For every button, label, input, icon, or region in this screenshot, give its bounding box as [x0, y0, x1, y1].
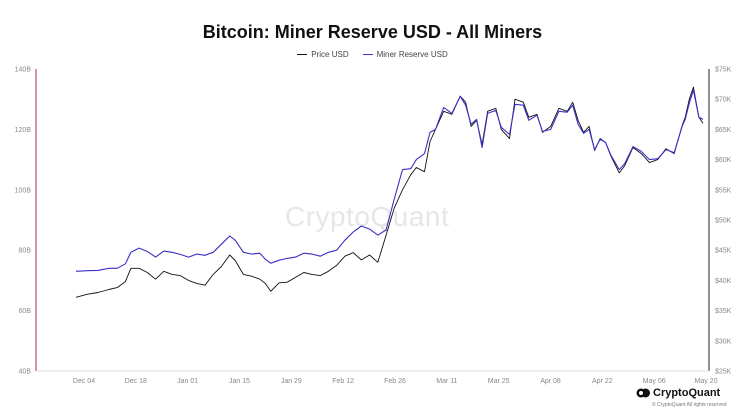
chart-legend: Price USD Miner Reserve USD — [0, 50, 745, 59]
chart-title: Bitcoin: Miner Reserve USD - All Miners — [202, 22, 543, 42]
right-axis-tick-label: $55K — [715, 187, 732, 194]
x-axis-tick-label: Jan 01 — [177, 378, 198, 385]
cryptoquant-logo-icon — [636, 388, 650, 398]
legend-swatch-price — [297, 54, 308, 55]
right-axis-tick-label: $70K — [715, 97, 732, 104]
price-usd-line — [75, 86, 704, 298]
x-axis-tick-label: Mar 25 — [488, 378, 510, 385]
legend-swatch-miner-reserve — [362, 54, 373, 55]
brand-name: CryptoQuant — [653, 387, 721, 399]
brand-tagline: © CryptoQuant All rights reserved — [652, 402, 727, 408]
x-axis-tick-label: Feb 26 — [384, 378, 406, 385]
x-axis-tick-label: Dec 04 — [73, 378, 95, 385]
legend-item-miner-reserve[interactable]: Miner Reserve USD — [362, 50, 448, 59]
legend-label-price: Price USD — [311, 50, 349, 59]
right-axis-tick-label: $60K — [715, 157, 732, 164]
x-axis-tick-label: May 06 — [643, 378, 666, 385]
x-axis-tick-label: Apr 08 — [540, 378, 561, 385]
x-axis-tick-label: Mar 11 — [436, 378, 457, 385]
right-axis-tick-label: $65K — [715, 127, 732, 134]
right-axis-tick-label: $75K — [715, 67, 732, 74]
left-axis-tick-label: 100B — [15, 187, 32, 194]
right-axis-tick-label: $25K — [715, 369, 732, 376]
right-axis-tick-label: $35K — [715, 308, 732, 315]
miner-reserve-usd-line — [75, 89, 704, 272]
left-axis-tick-label: 140B — [15, 67, 32, 74]
brand-logo: CryptoQuant — [636, 387, 720, 399]
x-axis-tick-label: Jan 29 — [281, 378, 302, 385]
legend-label-miner-reserve: Miner Reserve USD — [376, 50, 448, 59]
x-axis-tick-label: Dec 18 — [125, 378, 147, 385]
legend-item-price[interactable]: Price USD — [297, 50, 349, 59]
x-axis-tick-label: May 20 — [695, 378, 718, 385]
x-axis-tick-label: Feb 12 — [332, 378, 354, 385]
watermark: CryptoQuant — [285, 201, 450, 232]
left-axis-tick-label: 120B — [15, 127, 32, 134]
right-axis-tick-label: $45K — [715, 248, 732, 255]
left-axis-tick-label: 40B — [19, 369, 32, 376]
left-axis-tick-label: 80B — [19, 248, 32, 255]
left-axis-tick-label: 60B — [19, 308, 32, 315]
x-axis-tick-label: Jan 15 — [229, 378, 250, 385]
right-axis-tick-label: $40K — [715, 278, 732, 285]
right-axis-tick-label: $30K — [715, 338, 732, 345]
x-axis-tick-label: Apr 22 — [592, 378, 613, 385]
right-axis-tick-label: $50K — [715, 218, 732, 225]
